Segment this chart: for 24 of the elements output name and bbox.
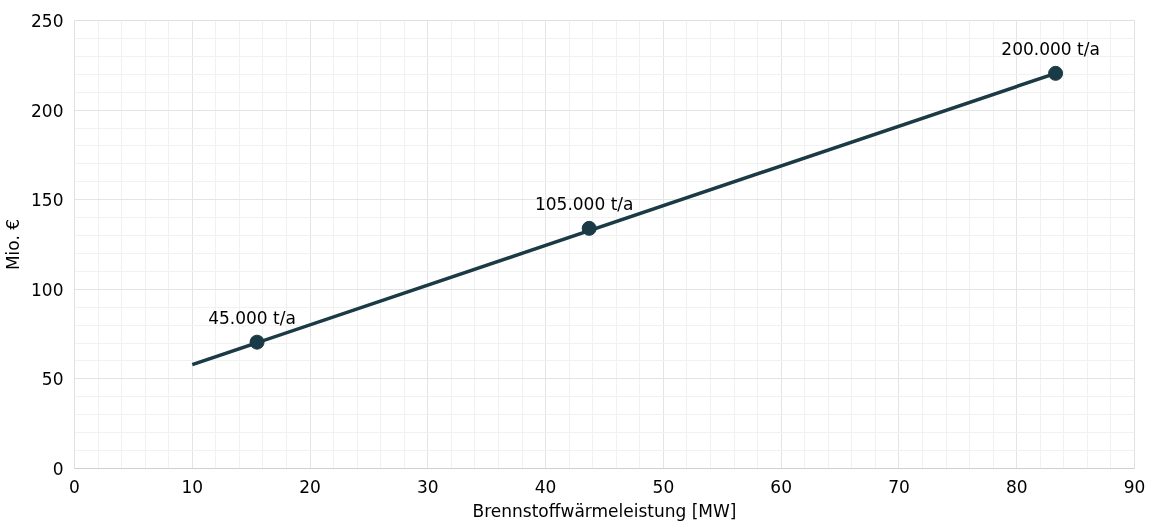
x-tick-label: 60 xyxy=(770,476,792,497)
point xyxy=(249,334,265,350)
y-tick-label: 200 xyxy=(31,100,64,121)
point xyxy=(1048,65,1064,81)
x-tick-label: 40 xyxy=(534,476,557,497)
x-tick-label: 80 xyxy=(1005,476,1028,497)
y-axis-title: Mio. € xyxy=(3,218,24,271)
annotation: 200.000 t/a xyxy=(1001,39,1100,60)
y-tick-label: 250 xyxy=(31,11,64,31)
y-tick-label: 50 xyxy=(41,369,64,390)
point xyxy=(581,220,597,236)
x-tick-label: 70 xyxy=(888,476,910,497)
x-tick-label: 0 xyxy=(69,476,80,497)
annotation: 45.000 t/a xyxy=(208,308,296,329)
annotation: 105.000 t/a xyxy=(534,194,634,215)
y-tick-label: 100 xyxy=(31,279,64,300)
x-axis-title: Brennstoffwärmeleistung [MW] xyxy=(472,500,737,521)
y-tick-label: 0 xyxy=(52,459,64,479)
x-tick-label: 30 xyxy=(417,476,439,497)
x-tick-label: 50 xyxy=(652,476,675,497)
x-tick-label: 90 xyxy=(1123,476,1146,497)
x-tick-label: 10 xyxy=(181,476,204,497)
x-tick-label: 20 xyxy=(299,476,321,497)
y-tick-label: 150 xyxy=(31,190,64,211)
